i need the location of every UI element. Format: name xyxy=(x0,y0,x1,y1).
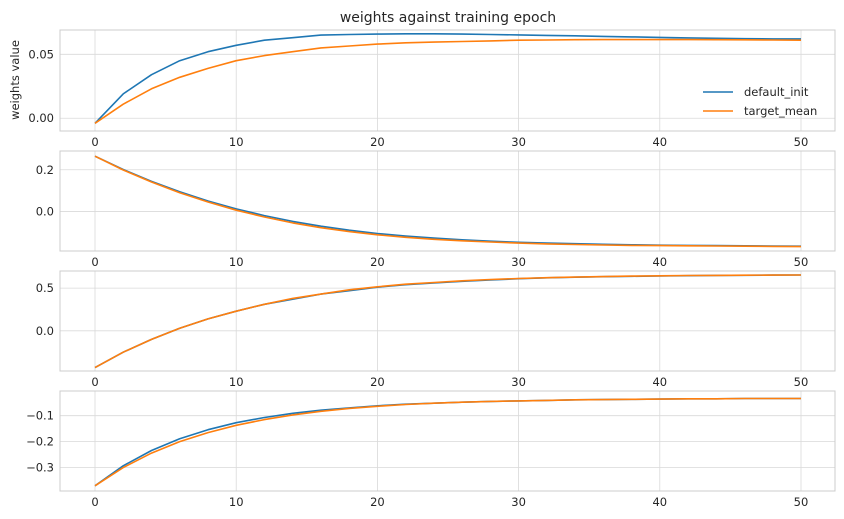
x-tick-label: 30 xyxy=(511,135,526,149)
x-tick-label: 10 xyxy=(229,255,244,269)
series-line-default-init xyxy=(94,32,801,124)
series-line-default-init xyxy=(94,397,801,487)
series-line-target-mean xyxy=(94,155,802,248)
x-tick-label: 0 xyxy=(91,495,98,509)
x-tick-label: 40 xyxy=(652,255,667,269)
x-tick-label: 50 xyxy=(794,375,809,389)
x-tick-label: 10 xyxy=(229,495,244,509)
x-tick-label: 30 xyxy=(511,375,526,389)
x-tick-label: 0 xyxy=(91,255,98,269)
subplot-3: 0.0 0.5 0 10 20 30 40 50 xyxy=(36,270,836,389)
subplot-1: 0.00 0.05 0 10 20 30 40 50 xyxy=(28,29,836,149)
x-tick-label: 30 xyxy=(511,255,526,269)
y-tick-label: 0.5 xyxy=(36,281,54,295)
y-tick-label: −0.2 xyxy=(26,435,54,449)
y-tick-label: 0.05 xyxy=(28,47,54,61)
x-tick-label: 30 xyxy=(511,495,526,509)
x-tick-label: 20 xyxy=(370,495,385,509)
x-tick-label: 10 xyxy=(229,375,244,389)
x-tick-label: 20 xyxy=(370,135,385,149)
axes-frame xyxy=(59,150,836,252)
x-tick-label: 20 xyxy=(370,375,385,389)
y-tick-label: −0.3 xyxy=(26,461,54,475)
y-tick-label: 0.2 xyxy=(36,163,54,177)
legend-label: target_mean xyxy=(744,104,817,118)
subplot-2: 0.0 0.2 0 10 20 30 40 50 xyxy=(36,150,836,269)
x-tick-label: 0 xyxy=(91,375,98,389)
series-line-target-mean xyxy=(94,274,802,369)
legend-label: default_init xyxy=(744,85,809,99)
x-tick-label: 50 xyxy=(794,135,809,149)
axes-frame xyxy=(59,29,836,132)
y-tick-label: 0.0 xyxy=(36,324,54,338)
x-tick-label: 40 xyxy=(652,135,667,149)
axes-frame xyxy=(59,270,836,372)
series-line-target-mean xyxy=(94,38,802,124)
series-line-target-mean xyxy=(94,397,801,487)
x-tick-label: 20 xyxy=(370,255,385,269)
y-tick-label: −0.1 xyxy=(26,409,54,423)
x-tick-label: 40 xyxy=(652,375,667,389)
axes-frame xyxy=(59,390,836,492)
x-tick-label: 0 xyxy=(91,135,98,149)
x-tick-label: 40 xyxy=(652,495,667,509)
x-tick-label: 50 xyxy=(794,255,809,269)
legend: default_init target_mean xyxy=(703,85,817,118)
y-tick-label: 0.0 xyxy=(36,204,54,218)
x-tick-label: 10 xyxy=(229,135,244,149)
y-axis-label: weights value xyxy=(8,40,22,120)
subplots: 0.000.050 10 20 30 40 500.00.20 10 20 30 40 500.00… xyxy=(26,29,836,509)
subplot-4: −0.1 −0.2 −0.3 0 10 20 30 40 50 xyxy=(26,390,836,509)
x-tick-label: 50 xyxy=(794,495,809,509)
chart-title: weights against training epoch xyxy=(340,10,556,26)
y-tick-label: 0.00 xyxy=(28,111,54,125)
